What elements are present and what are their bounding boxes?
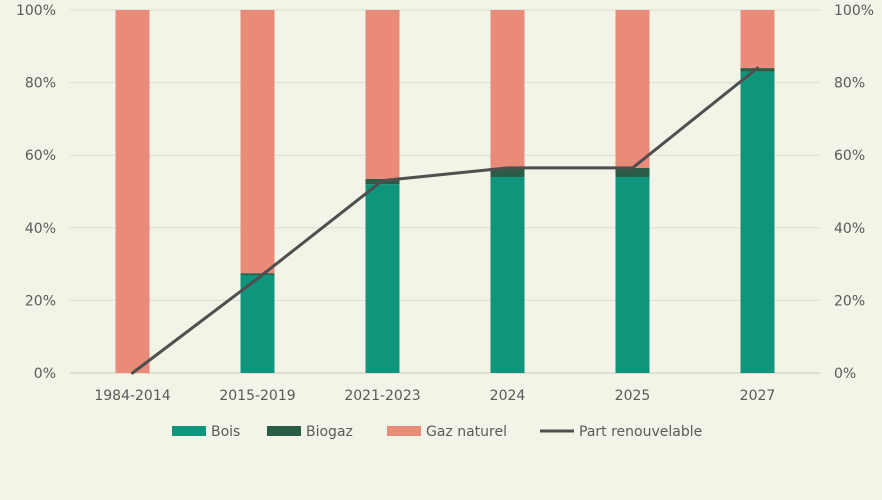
legend-label: Gaz naturel <box>426 424 507 440</box>
y-tick-label-right: 40% <box>834 221 865 237</box>
bar-biogaz <box>241 273 275 275</box>
x-tick-label: 2015-2019 <box>219 388 295 404</box>
bar-gaz-naturel <box>491 10 525 168</box>
legend-label: Biogaz <box>306 424 353 440</box>
legend-label: Part renouvelable <box>579 424 702 440</box>
bar-gaz-naturel <box>241 10 275 273</box>
bar-bois <box>491 177 525 373</box>
y-tick-label-left: 20% <box>25 293 56 309</box>
legend-label: Bois <box>211 424 240 440</box>
y-tick-label-right: 80% <box>834 76 865 92</box>
bar-gaz-naturel <box>116 10 150 373</box>
x-tick-label: 2025 <box>615 388 651 404</box>
y-tick-label-right: 100% <box>834 3 874 19</box>
x-tick-label: 2027 <box>740 388 776 404</box>
y-tick-label-left: 0% <box>34 366 56 382</box>
x-tick-label: 1984-2014 <box>94 388 170 404</box>
y-tick-label-left: 100% <box>16 3 56 19</box>
legend-swatch <box>172 426 206 436</box>
bar-bois <box>616 177 650 373</box>
x-tick-label: 2021-2023 <box>344 388 420 404</box>
bar-gaz-naturel <box>741 10 775 68</box>
y-tick-label-right: 0% <box>834 366 856 382</box>
bar-bois <box>741 72 775 373</box>
legend-swatch <box>267 426 301 436</box>
x-tick-label: 2024 <box>490 388 526 404</box>
y-tick-label-right: 20% <box>834 293 865 309</box>
y-tick-label-right: 60% <box>834 148 865 164</box>
bar-bois <box>241 275 275 373</box>
bar-gaz-naturel <box>366 10 400 179</box>
legend-swatch <box>387 426 421 436</box>
y-tick-label-left: 40% <box>25 221 56 237</box>
y-tick-label-left: 60% <box>25 148 56 164</box>
y-tick-label-left: 80% <box>25 76 56 92</box>
bar-bois <box>366 184 400 373</box>
bar-gaz-naturel <box>616 10 650 168</box>
line-part-renouvelable <box>133 68 758 373</box>
